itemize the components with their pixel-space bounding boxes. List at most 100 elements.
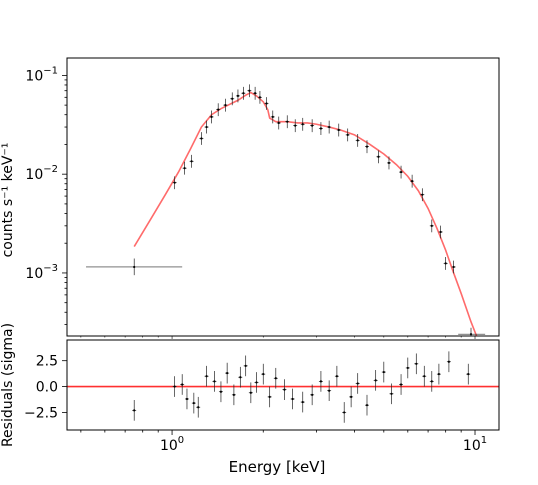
residual-point [225, 362, 230, 384]
spectrum-data-point [209, 110, 214, 124]
residual-point [349, 386, 354, 408]
spectrum-data-point [204, 120, 209, 134]
spectrum-data-point [253, 86, 258, 100]
residual-point [238, 366, 243, 388]
spectrum-data-point [420, 188, 425, 202]
spectrum-data-point [458, 327, 486, 336]
model-curve [133, 91, 478, 336]
y-tick-label: 10−2 [25, 164, 58, 183]
spectrum-data-point [355, 133, 360, 147]
residuals-plot-area [67, 351, 499, 423]
spectrum-data-point [293, 119, 298, 133]
residual-point [318, 371, 323, 392]
residual-point [429, 371, 434, 392]
residual-point [273, 367, 278, 389]
spectrum-data-point [230, 92, 235, 106]
residuals-y-axis-label: Residuals (sigma) [0, 323, 16, 447]
residual-point [267, 386, 272, 408]
residuals-y-ticks: 2.5 0.0 −2.5 [24, 354, 67, 421]
residual-point [310, 384, 315, 406]
spectrum-plot-area [86, 84, 486, 336]
residual-point [172, 376, 177, 397]
spectrum-y-ticks: 10−3 10−2 10−1 [25, 65, 67, 326]
residual-point [218, 381, 223, 403]
x-tick-label: 100 [160, 435, 184, 454]
spectrum-data-point [223, 98, 228, 112]
spectrum-data-point [438, 225, 443, 239]
residual-point [191, 392, 196, 414]
spectrum-data-point [345, 128, 350, 142]
residual-point [389, 383, 394, 405]
residual-point [381, 361, 386, 383]
spectrum-data-point [327, 120, 332, 134]
residual-point [231, 384, 236, 406]
energy-x-axis-label: Energy [keV] [229, 458, 326, 476]
spectrum-panel: 10−3 10−2 10−1 counts s⁻¹ keV⁻¹ [0, 57, 500, 337]
residual-point [334, 365, 339, 387]
spectrum-data-point [318, 122, 323, 135]
residual-point [282, 379, 287, 400]
residual-point [422, 365, 427, 387]
residual-y-tick-label: −2.5 [24, 405, 58, 421]
spectrum-data-point [216, 103, 221, 117]
spectrum-data-point [199, 132, 204, 145]
residual-point [184, 388, 189, 410]
residual-point [204, 365, 209, 387]
residual-point [300, 391, 305, 413]
residual-point [132, 400, 137, 421]
spectrum-data-point [376, 150, 381, 164]
spectrum-data-point [241, 86, 246, 100]
spectrum-data-point [257, 90, 262, 104]
residual-point [446, 351, 451, 373]
spectrum-y-axis-label: counts s⁻¹ keV⁻¹ [0, 143, 16, 258]
x-tick-label: 101 [463, 435, 487, 454]
spectrum-data-point [443, 257, 448, 270]
spectrum-data-point [365, 140, 369, 154]
spectrum-data-point [235, 89, 240, 103]
residual-point [342, 402, 347, 423]
residual-point [466, 363, 471, 385]
residual-point [355, 373, 360, 394]
spectrum-axes-frame [66, 57, 500, 337]
spectrum-data-point [386, 156, 391, 170]
y-tick-label: 10−1 [25, 65, 58, 84]
residuals-axes-frame [66, 339, 500, 431]
spectrum-data-point [264, 97, 269, 110]
residual-y-tick-label: 0.0 [36, 380, 58, 396]
spectrum-data-point [410, 174, 415, 188]
residual-y-tick-label: 2.5 [36, 354, 58, 370]
spectrum-data-point [276, 116, 281, 130]
residuals-panel: 2.5 0.0 −2.5 100 101 Residuals (sigma) Ener… [0, 323, 500, 476]
spectrum-data-point [285, 115, 290, 129]
spectrum-data-point [86, 258, 183, 276]
spectrum-data-point [270, 110, 275, 124]
residual-point [180, 374, 185, 395]
residual-point [405, 357, 410, 379]
residual-point [290, 388, 295, 410]
spectrum-data-point [336, 123, 341, 137]
residual-point [196, 396, 201, 418]
spectrum-data-point [399, 165, 404, 179]
spectrum-data-point [310, 119, 315, 133]
residual-point [254, 372, 259, 393]
residual-point [373, 370, 378, 391]
residual-point [327, 380, 332, 402]
y-tick-label: 10−3 [25, 263, 58, 282]
residual-point [212, 371, 217, 392]
residual-point [414, 353, 419, 375]
spectrum-data-point [182, 161, 187, 175]
spectrum-data-point [189, 154, 194, 168]
spectrum-data-point [247, 84, 252, 98]
residual-point [261, 363, 266, 385]
spectrum-data-point [300, 117, 305, 131]
residual-point [365, 394, 369, 416]
energy-x-ticks: 100 101 [80, 336, 487, 454]
residual-point [248, 382, 253, 404]
spectrum-data-point [172, 176, 177, 190]
residual-point [243, 355, 248, 377]
residual-point [399, 374, 404, 395]
residual-point [436, 363, 441, 385]
spectrum-data-point [451, 260, 456, 274]
spectrum-data-point [429, 219, 434, 233]
